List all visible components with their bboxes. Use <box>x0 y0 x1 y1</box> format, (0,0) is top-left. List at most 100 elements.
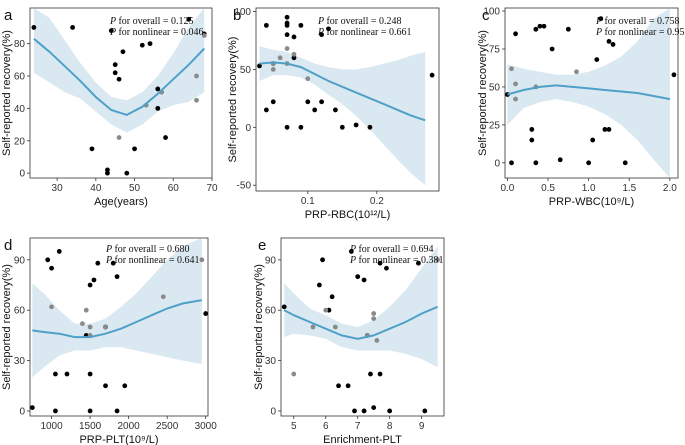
x-tick-label: 3000 <box>195 421 218 432</box>
y-axis-title: Self-reported recovery(%) <box>1 30 13 156</box>
data-point <box>91 277 97 283</box>
y-axis-title: Self-reported recovery(%) <box>253 264 265 390</box>
data-point <box>155 86 161 92</box>
data-point-gray <box>79 321 85 327</box>
data-point-gray <box>116 135 122 140</box>
data-point <box>371 405 377 411</box>
data-point-gray <box>305 76 311 82</box>
data-point-gray <box>291 51 297 57</box>
x-axis-title: PRP-RBC(10¹²/L) <box>305 209 391 221</box>
data-point <box>64 371 70 377</box>
y-tick-label: 20 <box>14 136 26 147</box>
data-point <box>95 260 101 266</box>
data-point <box>298 124 304 130</box>
data-point <box>541 23 547 29</box>
data-point <box>529 127 535 132</box>
x-tick-label: 0.2 <box>370 196 384 207</box>
data-point <box>368 371 373 377</box>
confidence-band <box>284 246 438 368</box>
confidence-band <box>33 8 205 133</box>
stat-overall: P for overall = 0.694 <box>349 244 434 255</box>
fit-line <box>33 38 206 116</box>
data-point <box>586 160 592 166</box>
data-point <box>291 55 297 61</box>
y-axis-title: Self-reported recovery(%) <box>227 37 239 163</box>
x-axis-title: Enrichment-PLT <box>323 434 402 445</box>
confidence-band <box>259 46 426 186</box>
x-tick-label: 70 <box>206 183 218 194</box>
panel-e: 5 6 7 8 90306090Enrichment-PLTSelf-reported … <box>253 237 445 445</box>
data-point-gray <box>371 316 377 322</box>
data-point <box>610 42 616 47</box>
stat-overall: P for overall = 0.248 <box>317 16 402 27</box>
x-tick-label: 2500 <box>156 421 179 432</box>
data-point <box>367 124 373 130</box>
data-point <box>45 257 51 263</box>
y-tick-label: 60 <box>14 306 26 317</box>
data-point-gray <box>201 33 207 38</box>
x-tick-label: 1.5 <box>622 183 636 194</box>
panel-d: 1000 1500 2000 2500 3000 0 30 60 90 PRP-PLT(10⁹/L… <box>1 237 217 445</box>
y-tick-label: 60 <box>14 72 26 83</box>
y-tick-label: 90 <box>265 255 277 266</box>
data-point <box>429 72 435 78</box>
x-tick-label: 30 <box>52 183 64 194</box>
data-point <box>361 277 367 283</box>
data-point <box>533 160 539 166</box>
data-point-gray <box>513 96 518 102</box>
panel-letter: c <box>482 7 490 24</box>
data-point-gray <box>83 307 89 313</box>
y-tick-label: 80 <box>14 39 26 50</box>
data-point <box>120 49 126 55</box>
x-tick-label: 5 <box>291 421 297 432</box>
x-axis-title: Age(years) <box>94 196 148 208</box>
data-point-gray <box>103 324 108 330</box>
data-point <box>312 107 318 113</box>
data-point <box>105 170 110 176</box>
y-tick-label: 0 <box>19 406 25 417</box>
data-point <box>509 160 514 166</box>
data-point <box>281 304 287 310</box>
y-tick-label: 0 <box>19 169 25 180</box>
data-point <box>284 32 290 38</box>
data-point <box>565 26 571 32</box>
data-point <box>348 249 354 254</box>
data-point <box>122 383 128 389</box>
data-point-gray <box>509 66 514 72</box>
stat-overall: P for overall = 0.680 <box>105 244 190 255</box>
fit-line <box>32 299 202 339</box>
data-point <box>345 383 351 389</box>
data-point <box>110 260 116 266</box>
data-point <box>355 274 361 280</box>
data-point <box>316 282 322 288</box>
data-point <box>291 34 297 40</box>
data-point <box>557 157 563 163</box>
panel-letter: b <box>233 7 241 24</box>
data-point <box>326 26 331 32</box>
data-point <box>87 371 93 377</box>
confidence-band <box>507 8 670 178</box>
data-point-gray <box>323 307 329 313</box>
data-point <box>112 62 118 68</box>
data-point <box>529 137 535 143</box>
panel-a: 30 40 50 60 70 0 20 40 60 80 Age(years) Self-report… <box>1 7 218 208</box>
y-tick-label: 50 <box>489 82 501 93</box>
data-point <box>114 274 120 280</box>
data-point <box>416 260 421 266</box>
x-tick-label: 0.1 <box>301 196 315 207</box>
panel-b: 0.1 0.2 -50 0 50 100 PRP-RBC(10¹²/L) Self-repor… <box>227 7 440 221</box>
data-point <box>622 160 628 166</box>
y-tick-label: 100 <box>483 7 500 18</box>
data-point <box>163 135 168 140</box>
x-axis-title: PRP-PLT(10⁹/L) <box>79 434 158 445</box>
panel-letter: d <box>4 237 12 254</box>
x-tick-label: 60 <box>168 183 180 194</box>
data-point <box>598 16 604 22</box>
data-point-gray <box>270 66 276 72</box>
data-point <box>537 23 543 29</box>
data-point-gray <box>371 311 377 316</box>
stat-overall: P for overall = 0.758 <box>595 16 680 27</box>
data-point-gray <box>194 97 199 103</box>
y-tick-label: 40 <box>14 104 26 115</box>
y-tick-label: 50 <box>240 65 252 76</box>
